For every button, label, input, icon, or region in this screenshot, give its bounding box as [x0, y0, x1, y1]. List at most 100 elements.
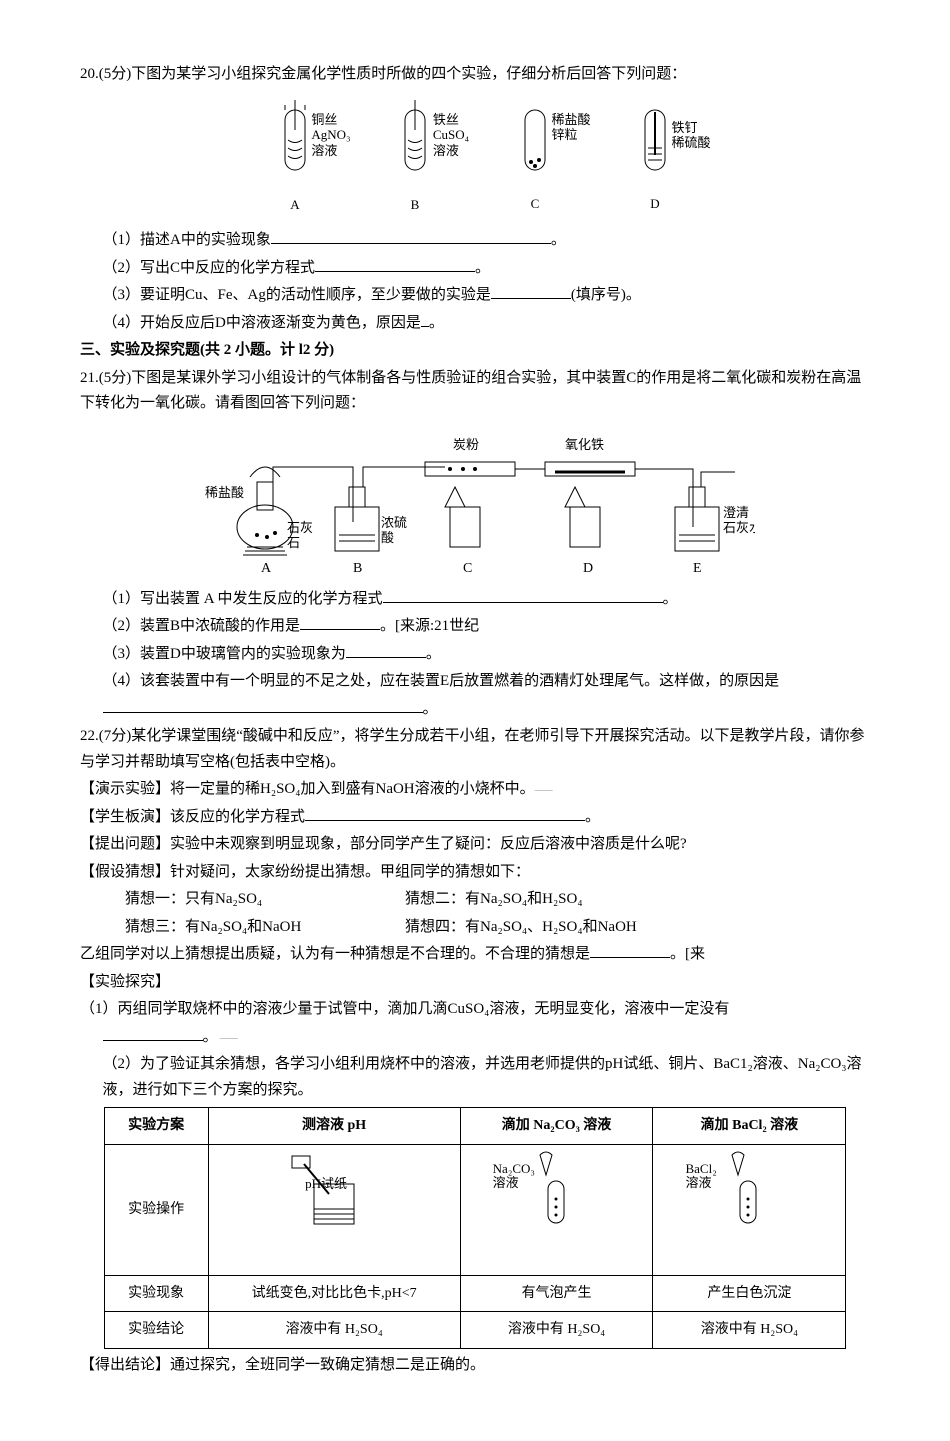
conclusion-text: 通过探究，全班同学一致确定猜想二是正确的。: [170, 1357, 485, 1373]
label-lime1: 石灰: [287, 520, 313, 535]
op-cell-ph: pH试纸: [208, 1145, 460, 1275]
period: 。: [426, 646, 441, 662]
q20-figure-row: 铜丝 AgNO₃ 溶液 A 铁丝 CuSO₄ 溶液 B 稀盐酸 锌粒 C: [80, 100, 870, 217]
label-h2so4b: 酸: [381, 530, 394, 545]
q20-p1-text: （1）描述A中的实验现象: [103, 232, 271, 248]
label-carbon: 炭粉: [453, 437, 479, 452]
ph-paper-label: pH试纸: [209, 1173, 444, 1195]
table-op-row: 实验操作 pH试纸 Na₂CO₃ 溶液 BaCl₂: [104, 1145, 846, 1275]
tube-c-line1: 稀盐酸: [551, 112, 590, 128]
q22-demo: 【演示实验】将一定量的稀H₂SO₄加入到盛有NaOH溶液的小烧杯中。——: [80, 777, 870, 803]
blank[interactable]: [346, 642, 426, 658]
blank[interactable]: [421, 311, 429, 327]
blank[interactable]: [491, 283, 571, 299]
phen2: 有气泡产生: [460, 1275, 653, 1312]
section3-header: 三、实验及探究题(共 2 小题。计 l2 分): [80, 338, 870, 364]
q20-p3b-text: (填序号)。: [571, 287, 641, 303]
blank[interactable]: [103, 1025, 203, 1041]
tube-a-line1: 铜丝: [311, 112, 350, 128]
blank[interactable]: [271, 228, 551, 244]
guess4: 猜想四：有Na₂SO₄、H₂SO₄和NaOH: [405, 915, 637, 941]
label-lime2: 石: [287, 535, 300, 550]
yi-text-a: 乙组同学对以上猜想提出质疑，认为有一种猜想是不合理的。不合理的猜想是: [80, 946, 590, 962]
board-text: 该反应的化学方程式: [170, 809, 305, 825]
tube-c: 稀盐酸 锌粒 C: [495, 100, 575, 217]
guess3: 猜想三：有Na₂SO₄和NaOH: [125, 915, 365, 941]
conc1: 溶液中有 H₂SO₄: [208, 1312, 460, 1349]
label-h2so4a: 浓硫: [381, 515, 407, 530]
tube-b-line2: CuSO₄: [433, 127, 469, 143]
q21-header: 21.(5分)下图是某课外学习小组设计的气体制备各与性质验证的组合实验，其中装置…: [80, 366, 870, 417]
phen1: 试纸变色,对比比色卡,pH<7: [208, 1275, 460, 1312]
label-B: B: [353, 561, 362, 576]
label-E: E: [693, 561, 702, 576]
q20-p1: （1）描述A中的实验现象 。: [80, 228, 870, 254]
op-cell-na2co3: Na₂CO₃ 溶液: [460, 1145, 653, 1275]
q21-p3-text: （3）装置D中玻璃管内的实验现象为: [103, 646, 346, 662]
q21-p3: （3）装置D中玻璃管内的实验现象为 。: [80, 642, 870, 668]
tube-d-line2: 稀硫酸: [671, 135, 710, 151]
tube-d-label: D: [650, 193, 659, 215]
tube-a-line3: 溶液: [311, 143, 350, 159]
hypo-text: 针对疑问，太家纷纷提出猜想。甲组同学的猜想如下：: [170, 864, 530, 880]
period: 。: [203, 1029, 218, 1045]
q22-explore: 【实验探究】: [80, 970, 870, 996]
period: 。: [585, 809, 600, 825]
q21-p1-text: （1）写出装置 A 中发生反应的化学方程式: [103, 591, 383, 607]
q22-hypo: 【假设猜想】针对疑问，太家纷纷提出猜想。甲组同学的猜想如下：: [80, 860, 870, 886]
conclusion-label: 【得出结论】: [80, 1357, 170, 1373]
tube-d-line1: 铁钉: [671, 120, 710, 136]
q20-p2: （2）写出C中反应的化学方程式。: [80, 256, 870, 282]
tube-b-label: B: [411, 194, 420, 216]
blank[interactable]: [590, 942, 670, 958]
blank[interactable]: [305, 805, 585, 821]
blank[interactable]: [300, 614, 380, 630]
table-header-row: 实验方案 测溶液 pH 滴加 Na₂CO₃ 溶液 滴加 BaCl₂ 溶液: [104, 1108, 846, 1145]
na2co3-label: Na₂CO₃ 溶液: [493, 1162, 669, 1191]
label-C: C: [463, 561, 472, 576]
conc0: 实验结论: [104, 1312, 208, 1349]
q22-header: 22.(7分)某化学课堂围绕“酸碱中和反应”，将学生分成若干小组，在老师引导下开…: [80, 724, 870, 775]
q22-p1-text: （1）丙组同学取烧杯中的溶液少量于试管中，滴加几滴CuSO₄溶液，无明显变化，溶…: [80, 1001, 729, 1017]
conc3: 溶液中有 H₂SO₄: [653, 1312, 846, 1349]
table-phen-row: 实验现象 试纸变色,对比比色卡,pH<7 有气泡产生 产生白色沉淀: [104, 1275, 846, 1312]
apparatus-diagram: 稀盐酸 石灰 石 浓硫 酸 炭粉 氧化铁 澄清 石灰水 A B C D E: [195, 427, 755, 577]
tube-b-line1: 铁丝: [433, 112, 469, 128]
q22-p1-blank: 。 ——: [80, 1025, 870, 1051]
q20-p4: （4）开始反应后D中溶液逐渐变为黄色，原因是。: [80, 311, 870, 337]
period: 。: [551, 232, 566, 248]
tube-b-line3: 溶液: [433, 143, 469, 159]
col0: 实验方案: [104, 1108, 208, 1145]
tube-c-line2: 锌粒: [551, 127, 590, 143]
explore-label: 【实验探究】: [80, 974, 170, 990]
period: 。: [429, 315, 444, 331]
q20-p3a-text: （3）要证明Cu、Fe、Ag的活动性顺序，至少要做的实验是: [103, 287, 491, 303]
q21-p2-src: 。[来源:21世纪: [380, 618, 479, 634]
phen0: 实验现象: [104, 1275, 208, 1312]
yi-text-b: 。[来: [670, 946, 705, 962]
q22-conclusion: 【得出结论】通过探究，全班同学一致确定猜想二是正确的。: [80, 1353, 870, 1379]
q22-board: 【学生板演】该反应的化学方程式。: [80, 805, 870, 831]
label-hcl: 稀盐酸: [205, 485, 244, 500]
phen3: 产生白色沉淀: [653, 1275, 846, 1312]
blank[interactable]: [383, 587, 663, 603]
label-A: A: [261, 561, 272, 576]
q21-p2-text: （2）装置B中浓硫酸的作用是: [103, 618, 301, 634]
bacl2-label: BaCl₂ 溶液: [685, 1162, 861, 1191]
col1: 测溶液 pH: [208, 1108, 460, 1145]
q20-p3: （3）要证明Cu、Fe、Ag的活动性顺序，至少要做的实验是 (填序号)。: [80, 283, 870, 309]
tube-a-line2: AgNO₃: [311, 127, 350, 143]
q20-p4-text: （4）开始反应后D中溶液逐渐变为黄色，原因是: [103, 315, 421, 331]
tiny-mark: ——: [218, 1033, 238, 1043]
blank[interactable]: [103, 697, 423, 713]
label-lw1: 澄清: [723, 505, 749, 520]
q22-guess-row1: 猜想一：只有Na₂SO₄ 猜想二：有Na₂SO₄和H₂SO₄: [80, 887, 870, 913]
demo-text: 将一定量的稀H₂SO₄加入到盛有NaOH溶液的小烧杯中。: [170, 781, 535, 797]
blank[interactable]: [315, 256, 475, 272]
q22-question: 【提出问题】实验中未观察到明显现象，部分同学产生了疑问：反应后溶液中溶质是什么呢…: [80, 832, 870, 858]
q22-p1: （1）丙组同学取烧杯中的溶液少量于试管中，滴加几滴CuSO₄溶液，无明显变化，溶…: [80, 997, 870, 1023]
q20-header: 20.(5分)下图为某学习小组探究金属化学性质时所做的四个实验，仔细分析后回答下…: [80, 62, 870, 88]
period: 。: [663, 591, 678, 607]
q22-p2: （2）为了验证其余猜想，各学习小组利用烧杯中的溶液，并选用老师提供的pH试纸、铜…: [80, 1052, 870, 1103]
label-lw2: 石灰水: [723, 520, 755, 535]
